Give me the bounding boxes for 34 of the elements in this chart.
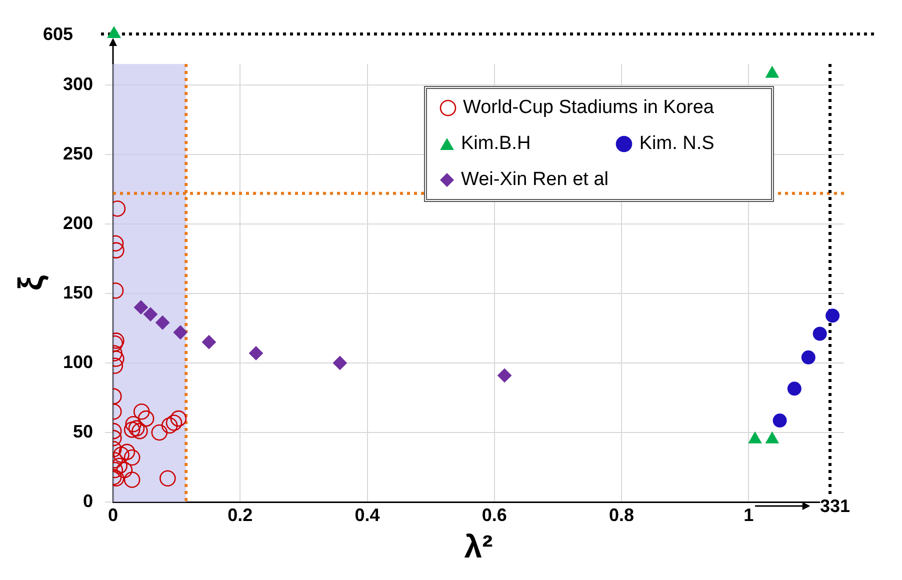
x-tick-label: 1	[744, 504, 754, 525]
legend-label: World-Cup Stadiums in Korea	[463, 97, 714, 119]
point	[134, 300, 148, 314]
legend-label: Wei-Xin Ren et al	[461, 169, 608, 191]
legend-label: Kim.B.H	[461, 133, 531, 155]
point	[787, 382, 802, 396]
y-axis-title: ξ	[12, 274, 50, 291]
legend-label: Kim. N.S	[639, 133, 714, 155]
y-tick-label: 100	[62, 352, 93, 372]
y-tick-label: 300	[62, 74, 93, 94]
text: 605	[43, 24, 74, 44]
point	[332, 356, 347, 370]
point	[202, 335, 216, 350]
point	[772, 414, 787, 428]
y-tick-label: 250	[62, 143, 93, 164]
x-tick-label: 0.8	[609, 504, 634, 525]
x-tick-label: 0.4	[354, 504, 380, 525]
point	[173, 325, 188, 340]
x-tick-label: 0	[108, 504, 118, 525]
y-tick-label: 50	[72, 421, 93, 442]
point	[156, 316, 170, 330]
y-tick-label: 150	[62, 282, 93, 302]
point	[144, 307, 158, 322]
point	[812, 326, 827, 341]
annotation: 331	[820, 496, 850, 516]
point	[801, 350, 816, 364]
y-tick-label: 200	[62, 212, 93, 233]
point	[826, 308, 840, 323]
x-tick-label: 0.6	[482, 504, 507, 525]
x-tick-label: 0.2	[228, 504, 253, 525]
point	[498, 368, 512, 382]
x-axis-title: λ²	[464, 528, 493, 565]
y-tick-label: 0	[82, 490, 93, 511]
point	[249, 346, 264, 360]
